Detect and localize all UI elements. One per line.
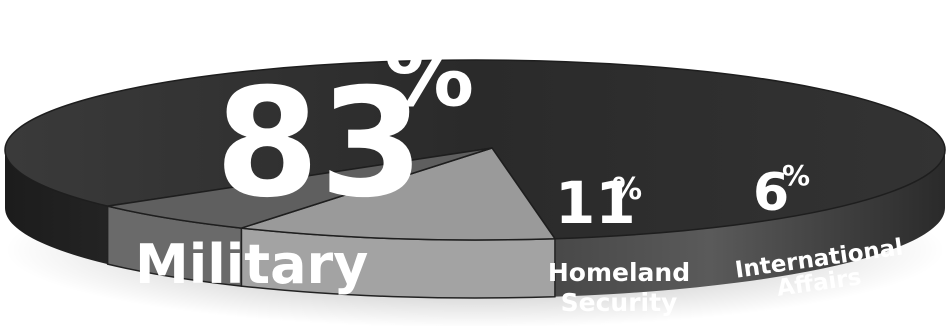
international-value-label: 6 [753,163,789,223]
homeland-name-line-2: Security [561,288,678,317]
military-unit-label: % [384,22,474,127]
military-name-label: Military [135,233,368,296]
international-unit-label: % [782,159,810,192]
homeland-unit-label: % [612,172,642,207]
slice-international-labels: 6 % International Affairs [733,159,904,302]
slice-homeland-top [241,147,557,241]
military-value-label: 83 [215,57,424,231]
slice-homeland-labels: 11 % Homeland Security [548,169,690,317]
slice-military-labels: 83 % Military [135,22,474,296]
slice-military-top [4,59,946,240]
pie-top-group [4,59,946,241]
slice-international-top [107,147,493,229]
pie-side-group [5,150,945,299]
homeland-value-label: 11 [555,169,636,237]
homeland-name-line-1: Homeland [548,258,690,287]
